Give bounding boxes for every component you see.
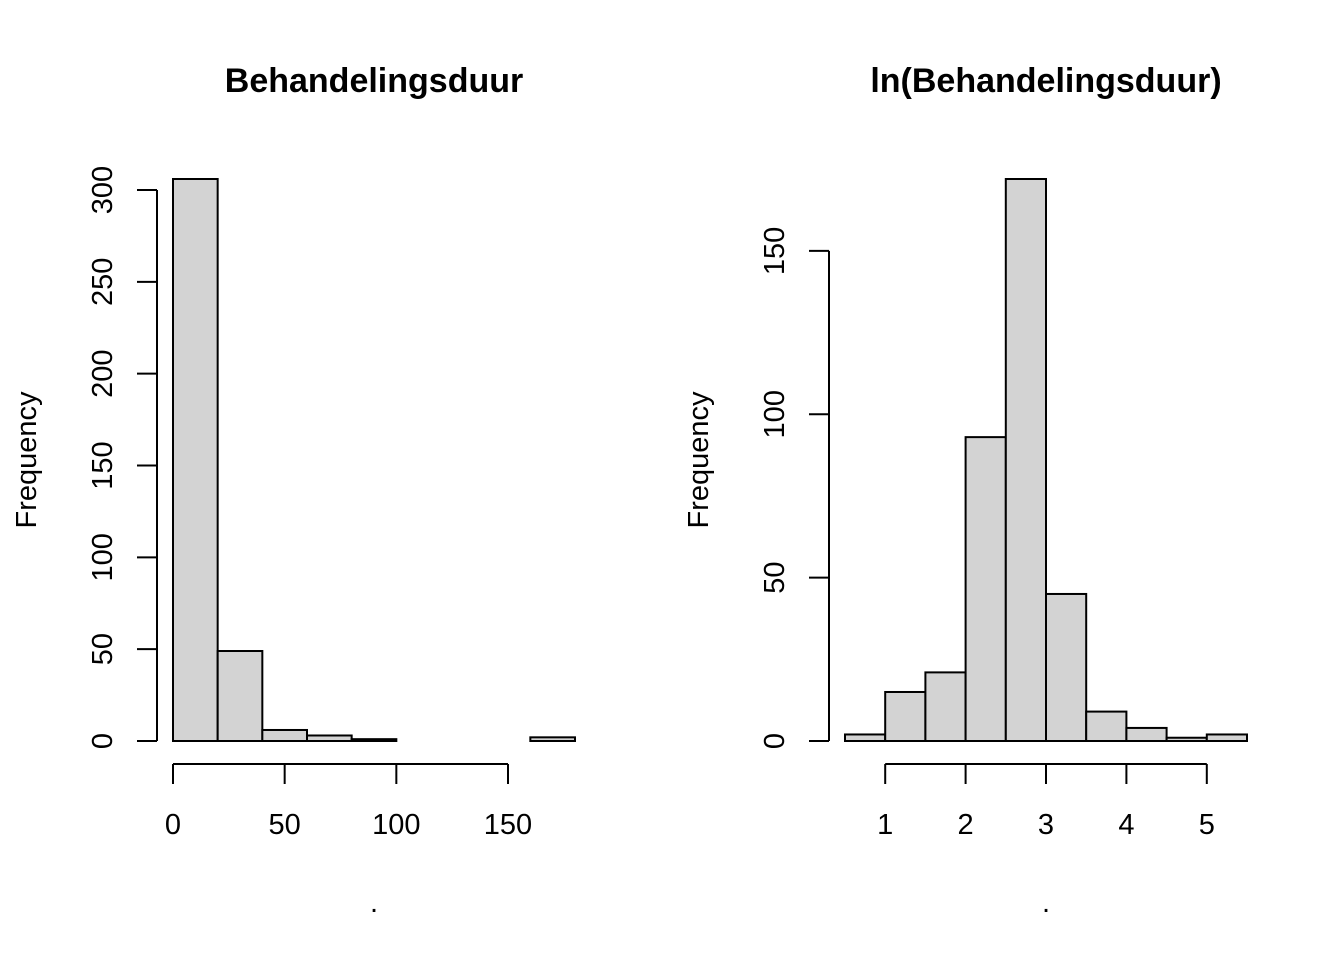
y-tick-label: 150 xyxy=(759,227,791,275)
bars xyxy=(844,178,1249,743)
x-tick-label: 100 xyxy=(372,809,420,841)
bar xyxy=(1165,736,1208,742)
bar xyxy=(1125,726,1168,743)
y-axis-label: Frequency xyxy=(11,391,43,529)
x-tick-label: 0 xyxy=(165,809,181,841)
y-tick-label: 150 xyxy=(87,441,119,489)
y-axis: 0 50 100 150 xyxy=(759,227,830,749)
bar xyxy=(529,736,576,742)
y-tick-label: 0 xyxy=(759,733,791,749)
chart-title: ln(Behandelingsduur) xyxy=(870,62,1221,100)
x-axis-label: . xyxy=(370,887,378,919)
x-tick-label: 4 xyxy=(1118,809,1134,841)
y-tick-label: 100 xyxy=(87,533,119,581)
bar xyxy=(884,690,927,742)
bar xyxy=(844,733,887,742)
bar xyxy=(1085,710,1128,742)
bar xyxy=(306,734,353,742)
bar xyxy=(350,738,398,742)
bar xyxy=(216,650,264,742)
bar xyxy=(261,728,309,743)
y-tick-label: 100 xyxy=(759,390,791,438)
bar xyxy=(1004,178,1047,742)
histogram-behandelingsduur: Behandelingsduur Frequency . 0 50 100 150 0… xyxy=(11,62,576,919)
y-axis-label: Frequency xyxy=(683,391,715,529)
x-axis: 1 2 3 4 5 xyxy=(877,763,1215,841)
y-tick-label: 50 xyxy=(759,561,791,593)
x-axis-label: . xyxy=(1042,887,1050,919)
bars xyxy=(172,178,576,743)
y-axis: 0 50 100 150 200 250 300 xyxy=(87,166,158,749)
y-tick-label: 50 xyxy=(87,633,119,665)
chart-title: Behandelingsduur xyxy=(225,62,523,100)
histogram-ln-behandelingsduur: ln(Behandelingsduur) Frequency . 1 2 3 4 5 0… xyxy=(683,62,1249,919)
bar xyxy=(1205,733,1249,742)
bar xyxy=(964,436,1007,742)
x-tick-label: 2 xyxy=(958,809,974,841)
x-axis: 0 50 100 150 xyxy=(165,763,532,841)
bar xyxy=(1045,592,1088,742)
y-tick-label: 0 xyxy=(87,733,119,749)
y-tick-label: 200 xyxy=(87,349,119,397)
x-tick-label: 5 xyxy=(1199,809,1215,841)
x-tick-label: 1 xyxy=(877,809,893,841)
bar xyxy=(924,671,967,743)
y-tick-label: 300 xyxy=(87,166,119,214)
y-tick-label: 250 xyxy=(87,258,119,306)
x-tick-label: 50 xyxy=(269,809,301,841)
x-tick-label: 3 xyxy=(1038,809,1054,841)
x-tick-label: 150 xyxy=(484,809,532,841)
bar xyxy=(172,178,219,742)
